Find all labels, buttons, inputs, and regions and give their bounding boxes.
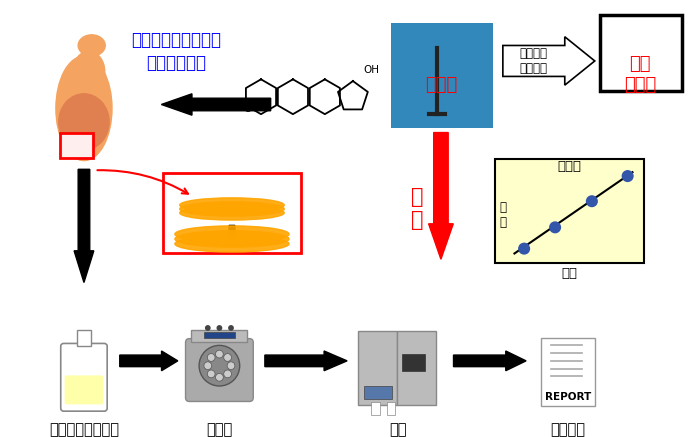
Ellipse shape [180,202,284,216]
Text: 校
正: 校 正 [412,187,424,230]
Circle shape [216,374,223,381]
Circle shape [199,345,239,386]
Ellipse shape [180,205,284,220]
Text: REPORT: REPORT [545,392,591,402]
FancyArrow shape [454,351,526,371]
Bar [371,402,380,415]
FancyArrow shape [265,351,347,371]
Ellipse shape [175,236,289,252]
FancyBboxPatch shape [61,343,107,411]
Bar [204,332,235,338]
Circle shape [207,370,215,378]
Ellipse shape [175,226,289,243]
FancyArrow shape [428,132,454,259]
FancyBboxPatch shape [358,331,398,406]
Ellipse shape [59,94,109,150]
Ellipse shape [78,35,105,56]
Circle shape [622,171,633,181]
FancyBboxPatch shape [64,375,104,404]
Text: 信
号: 信 号 [499,201,506,229]
Text: 標準液: 標準液 [425,76,457,94]
FancyArrow shape [227,225,237,240]
Circle shape [224,370,232,378]
Circle shape [228,325,234,331]
Circle shape [204,362,211,370]
Bar [495,159,644,263]
Polygon shape [503,37,595,85]
Circle shape [550,222,561,232]
Text: 濃度: 濃度 [561,267,577,280]
Bar [402,354,426,371]
FancyBboxPatch shape [186,339,253,402]
Circle shape [216,350,223,358]
Text: ステロイドホルモン: ステロイドホルモン [131,31,221,49]
Bar [363,386,391,399]
Circle shape [207,354,215,361]
Circle shape [216,325,223,331]
Text: トレーサ
ビリティ: トレーサ ビリティ [520,47,548,75]
Ellipse shape [180,198,284,212]
FancyBboxPatch shape [540,338,595,406]
Circle shape [205,325,211,331]
Text: OH: OH [363,66,379,76]
Bar [191,330,248,343]
Bar [77,330,91,347]
Circle shape [227,362,235,370]
Bar [60,132,92,158]
Bar [600,15,682,91]
Circle shape [224,354,232,361]
FancyArrow shape [120,351,178,371]
Ellipse shape [56,56,112,160]
FancyBboxPatch shape [398,331,436,406]
Text: 前処理: 前処理 [206,422,232,437]
Text: 検量線: 検量線 [558,160,582,173]
Text: O: O [244,104,252,114]
Bar [163,173,301,253]
Text: 測定: 測定 [390,422,407,437]
Text: 試料（尿・血清）: 試料（尿・血清） [49,422,119,437]
Ellipse shape [175,231,289,247]
Circle shape [587,196,597,207]
Text: など禁止物質: など禁止物質 [146,54,206,72]
Text: 国際
単位系: 国際 単位系 [624,55,657,94]
Ellipse shape [73,51,105,92]
FancyArrow shape [161,94,271,115]
Text: 分析結果: 分析結果 [550,422,585,437]
Bar [387,402,395,415]
Bar [391,23,493,128]
Circle shape [519,243,529,254]
FancyArrow shape [74,169,94,282]
